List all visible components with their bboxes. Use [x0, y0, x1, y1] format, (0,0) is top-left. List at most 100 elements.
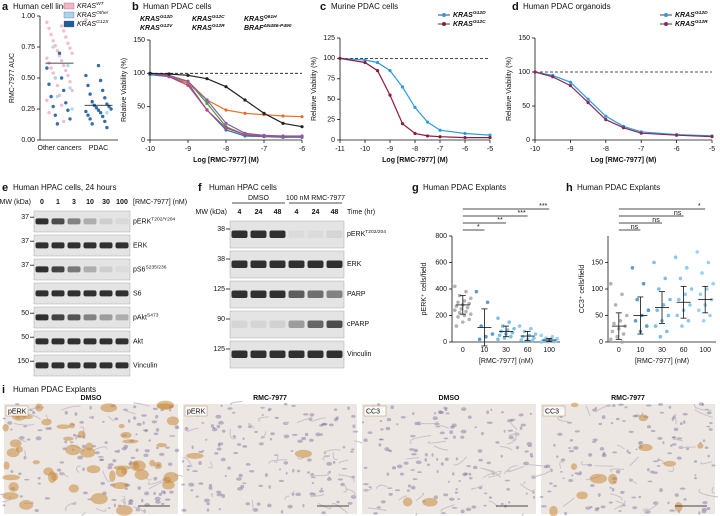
curve: [149, 72, 303, 128]
nucleus: [508, 501, 511, 504]
band: [35, 266, 49, 273]
point: [96, 108, 101, 112]
nucleus: [151, 420, 158, 424]
row-label-base: pERK: [347, 231, 366, 238]
lane-label: 4: [238, 209, 242, 216]
fiber: [317, 502, 332, 510]
band: [250, 320, 267, 328]
point: [461, 320, 465, 324]
nucleus: [545, 464, 551, 468]
nucleus: [155, 414, 159, 419]
nucleus: [526, 441, 533, 446]
point: [673, 255, 678, 259]
nucleus: [391, 466, 397, 470]
nucleus: [602, 451, 606, 456]
legend-label: BRAFΔN486-P490: [244, 23, 292, 32]
point: [586, 101, 590, 105]
point: [88, 117, 92, 121]
nucleus: [224, 475, 227, 478]
fiber: [616, 444, 625, 450]
point: [300, 134, 304, 138]
nucleus: [449, 425, 455, 429]
band: [115, 338, 129, 345]
blot-strip: [33, 330, 131, 353]
nucleus: [596, 507, 600, 510]
point: [683, 292, 687, 297]
nucleus: [128, 501, 132, 504]
point: [101, 114, 105, 119]
nucleus: [328, 423, 334, 427]
x-tick-label: -7: [437, 146, 443, 153]
fiber: [273, 454, 279, 464]
fiber: [615, 500, 626, 504]
band: [67, 362, 81, 369]
point: [678, 276, 683, 281]
nucleus: [335, 416, 339, 420]
nucleus: [670, 444, 673, 448]
stain: [156, 403, 174, 410]
point: [586, 97, 590, 101]
blot-strip: [33, 234, 131, 257]
nucleus: [198, 482, 204, 485]
nucleus: [279, 468, 282, 471]
nucleus: [461, 407, 467, 412]
stain-tag-box: [184, 405, 208, 417]
nucleus: [198, 461, 202, 465]
nucleus: [594, 507, 599, 512]
nucleus: [174, 448, 180, 453]
point: [700, 271, 704, 275]
fiber: [610, 493, 623, 501]
point: [464, 309, 468, 314]
stain: [638, 414, 649, 422]
fiber: [678, 446, 696, 449]
nucleus: [601, 415, 606, 420]
band: [326, 290, 343, 298]
fiber: [248, 422, 255, 429]
nucleus: [410, 469, 415, 471]
legend-label-base: KRAS: [192, 16, 212, 23]
fiber: [470, 485, 483, 490]
nucleus: [647, 480, 653, 483]
nucleus: [136, 422, 142, 427]
fiber: [415, 492, 425, 502]
stain: [6, 448, 20, 458]
nucleus: [667, 501, 670, 505]
fiber: [65, 501, 77, 512]
stain: [100, 403, 118, 413]
stain: [156, 443, 167, 448]
point: [57, 53, 62, 58]
legend-label-base: KRAS: [140, 16, 160, 23]
band: [288, 290, 305, 298]
nucleus: [133, 416, 137, 420]
band: [307, 260, 324, 268]
nucleus: [190, 489, 194, 492]
nucleus: [694, 476, 697, 480]
y-tick-label: 600: [435, 259, 447, 266]
nucleus: [388, 492, 393, 496]
point: [59, 24, 64, 28]
nucleus: [527, 445, 533, 447]
fiber: [345, 488, 356, 498]
y-tick-label: 200: [435, 312, 447, 319]
nucleus: [160, 502, 165, 506]
point: [205, 108, 209, 112]
row-label-base: ERK: [133, 242, 148, 249]
nucleus: [410, 434, 416, 438]
nucleus: [433, 495, 438, 500]
nucleus: [378, 438, 385, 441]
point: [502, 336, 507, 340]
nucleus: [543, 465, 548, 469]
y-tick-label: 50: [522, 103, 530, 110]
nucleus: [37, 476, 41, 480]
point: [281, 114, 285, 118]
nucleus: [161, 490, 166, 494]
nucleus: [333, 417, 338, 422]
fiber: [440, 504, 455, 513]
fiber: [207, 461, 213, 469]
row-label-sup: S235/236: [145, 264, 166, 270]
mw-marker: 37: [21, 262, 29, 269]
lane-label: 48: [331, 209, 339, 216]
nucleus: [309, 438, 314, 443]
row-label-sup: S473: [147, 312, 159, 318]
nucleus: [319, 424, 324, 427]
